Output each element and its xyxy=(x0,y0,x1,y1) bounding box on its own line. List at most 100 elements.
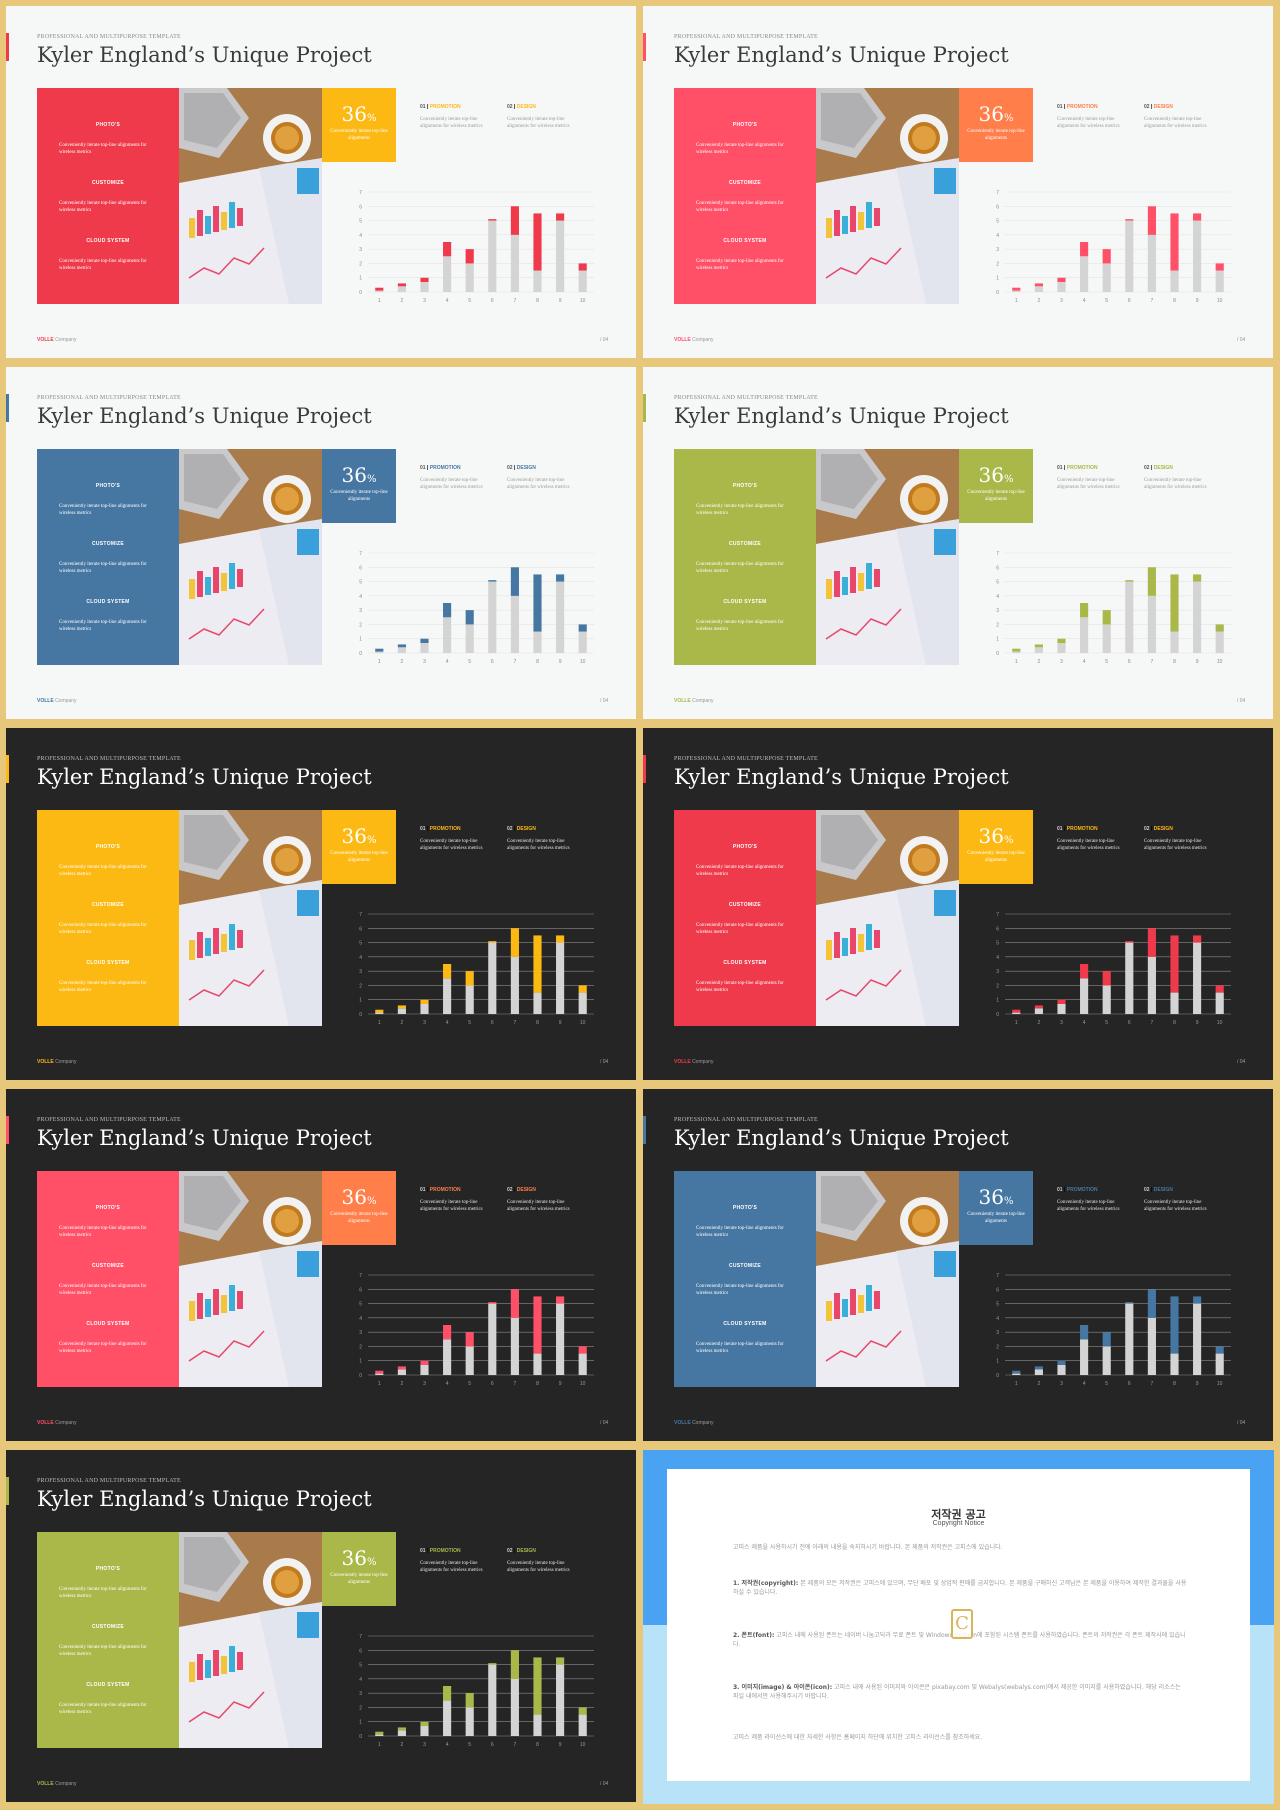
bar-segment xyxy=(420,638,429,643)
bar-segment xyxy=(488,580,497,582)
column-text: Conveniently iterate top-line alignments… xyxy=(507,1561,570,1573)
bar-segment xyxy=(1012,651,1021,653)
column-heading: 02 | DESIGN xyxy=(507,465,536,471)
bar-segment xyxy=(488,220,497,292)
y-tick-label: 7 xyxy=(359,190,362,196)
slide-6[interactable]: PROFESSIONAL AND MULTIPURPOSE TEMPLATE K… xyxy=(643,728,1273,1080)
bar-segment xyxy=(578,985,587,993)
bar-segment xyxy=(488,1303,497,1375)
y-tick-label: 2 xyxy=(996,622,999,628)
slide-3[interactable]: PROFESSIONAL AND MULTIPURPOSE TEMPLATE K… xyxy=(6,367,636,719)
copyright-closing: 고피스 제품 라이선스에 대한 자세한 사항은 홈페이지 하단에 위치한 고피스… xyxy=(733,1734,983,1741)
y-tick-label: 4 xyxy=(359,594,362,600)
y-tick-label: 7 xyxy=(359,1273,362,1279)
y-tick-label: 2 xyxy=(359,261,362,267)
slide-title: Kyler England’s Unique Project xyxy=(674,43,1009,67)
slide-title: Kyler England’s Unique Project xyxy=(37,43,372,67)
y-tick-label: 5 xyxy=(359,1302,362,1308)
bar-segment xyxy=(1147,567,1156,596)
y-tick-label: 2 xyxy=(359,1344,362,1350)
panel-text-photos: Conveniently iterate top-line alignments… xyxy=(696,143,784,155)
y-tick-label: 6 xyxy=(359,1648,362,1654)
bar-segment xyxy=(443,1686,452,1701)
slide-8[interactable]: PROFESSIONAL AND MULTIPURPOSE TEMPLATE K… xyxy=(643,1089,1273,1441)
y-tick-label: 0 xyxy=(996,651,999,657)
panel-heading-customize: CUSTOMIZE xyxy=(91,1263,125,1269)
panel-heading-cloud: CLOUD SYSTEM xyxy=(723,599,767,605)
bar-segment xyxy=(375,287,384,291)
percent-caption: Conveniently iterate top-line alignments xyxy=(330,490,388,502)
bar-segment xyxy=(556,942,565,1014)
bar-segment xyxy=(488,219,497,221)
x-tick-label: 4 xyxy=(446,659,449,665)
y-tick-label: 0 xyxy=(359,290,362,296)
bar-segment xyxy=(578,631,587,653)
y-tick-label: 3 xyxy=(996,608,999,614)
column-heading: 02 | DESIGN xyxy=(507,1187,536,1193)
desk-photo xyxy=(816,810,959,1026)
y-tick-label: 3 xyxy=(996,969,999,975)
stacked-bar-chart: 0 1 2 3 4 5 6 7 1 2 3 4 5 6 7 8 9 10 xyxy=(996,190,1231,304)
bar-segment xyxy=(443,964,452,979)
bar-segment xyxy=(397,286,406,292)
column-promotion: 01 | PROMOTION Conveniently iterate top-… xyxy=(1057,104,1129,130)
bar-segment xyxy=(1080,978,1089,1014)
desk-photo xyxy=(179,88,322,304)
page-number: / 04 xyxy=(600,337,609,343)
stacked-bar-chart: 0 1 2 3 4 5 6 7 1 2 3 4 5 6 7 8 9 10 xyxy=(359,912,594,1026)
slide-9[interactable]: PROFESSIONAL AND MULTIPURPOSE TEMPLATE K… xyxy=(6,1450,636,1802)
slide-5[interactable]: PROFESSIONAL AND MULTIPURPOSE TEMPLATE K… xyxy=(6,728,636,1080)
x-tick-label: 7 xyxy=(1151,659,1154,665)
slide-4[interactable]: PROFESSIONAL AND MULTIPURPOSE TEMPLATE K… xyxy=(643,367,1273,719)
panel-heading-customize: CUSTOMIZE xyxy=(728,902,762,908)
x-tick-label: 3 xyxy=(423,1742,426,1748)
accent-panel: PHOTO'S Conveniently iterate top-line al… xyxy=(674,810,816,1026)
bar-segment xyxy=(465,624,474,653)
percent-caption: Conveniently iterate top-line alignments xyxy=(330,851,388,863)
slide-1[interactable]: PROFESSIONAL AND MULTIPURPOSE TEMPLATE K… xyxy=(6,6,636,358)
percent-box: 36% Conveniently iterate top-line alignm… xyxy=(322,810,396,884)
stacked-bar-chart: 0 1 2 3 4 5 6 7 1 2 3 4 5 6 7 8 9 10 xyxy=(359,190,594,304)
bar-segment xyxy=(533,1353,542,1375)
page-number: / 04 xyxy=(1237,337,1246,343)
column-heading: 01 | PROMOTION xyxy=(1057,465,1098,471)
bar-segment xyxy=(1170,1353,1179,1375)
panel-heading-cloud: CLOUD SYSTEM xyxy=(86,238,130,244)
bar-segment xyxy=(443,1339,452,1375)
x-tick-label: 3 xyxy=(423,659,426,665)
panel-text-photos: Conveniently iterate top-line alignments… xyxy=(696,865,784,877)
bar-segment xyxy=(1170,213,1179,271)
bar-segment xyxy=(465,971,474,986)
panel-text-photos: Conveniently iterate top-line alignments… xyxy=(59,1226,147,1238)
stacked-bar-chart: 0 1 2 3 4 5 6 7 1 2 3 4 5 6 7 8 9 10 xyxy=(359,1273,594,1387)
panel-heading-customize: CUSTOMIZE xyxy=(91,902,125,908)
x-tick-label: 10 xyxy=(1217,298,1223,304)
bar-segment xyxy=(488,581,497,653)
panel-heading-photos: PHOTO'S xyxy=(732,844,758,850)
x-tick-label: 9 xyxy=(1196,1020,1199,1026)
x-tick-label: 8 xyxy=(536,1020,539,1026)
x-tick-label: 2 xyxy=(1038,298,1041,304)
percent-value: 36% xyxy=(341,102,377,126)
bar-segment xyxy=(1102,971,1111,986)
bar-segment xyxy=(1215,1353,1224,1375)
y-tick-label: 1 xyxy=(996,637,999,643)
column-text: Conveniently iterate top-line alignments… xyxy=(1057,839,1120,851)
bar-segment xyxy=(556,581,565,653)
bar-segment xyxy=(510,1650,519,1679)
bar-segment xyxy=(488,1663,497,1665)
slide-7[interactable]: PROFESSIONAL AND MULTIPURPOSE TEMPLATE K… xyxy=(6,1089,636,1441)
panel-heading-customize: CUSTOMIZE xyxy=(728,180,762,186)
slide-subtitle: PROFESSIONAL AND MULTIPURPOSE TEMPLATE xyxy=(37,1117,181,1123)
percent-caption: Conveniently iterate top-line alignments xyxy=(967,851,1025,863)
panel-text-cloud: Conveniently iterate top-line alignments… xyxy=(59,259,147,271)
slide-2[interactable]: PROFESSIONAL AND MULTIPURPOSE TEMPLATE K… xyxy=(643,6,1273,358)
bar-segment xyxy=(578,624,587,632)
copyright-slide[interactable]: 저작권 공고 Copyright Notice 고피스 제품을 사용하시기 전에… xyxy=(643,1450,1274,1804)
bar-segment xyxy=(1147,1317,1156,1375)
accent-bar xyxy=(643,394,646,422)
x-tick-label: 4 xyxy=(1083,298,1086,304)
y-tick-label: 4 xyxy=(359,955,362,961)
bar-segment xyxy=(1215,624,1224,632)
bar-segment xyxy=(420,277,429,282)
